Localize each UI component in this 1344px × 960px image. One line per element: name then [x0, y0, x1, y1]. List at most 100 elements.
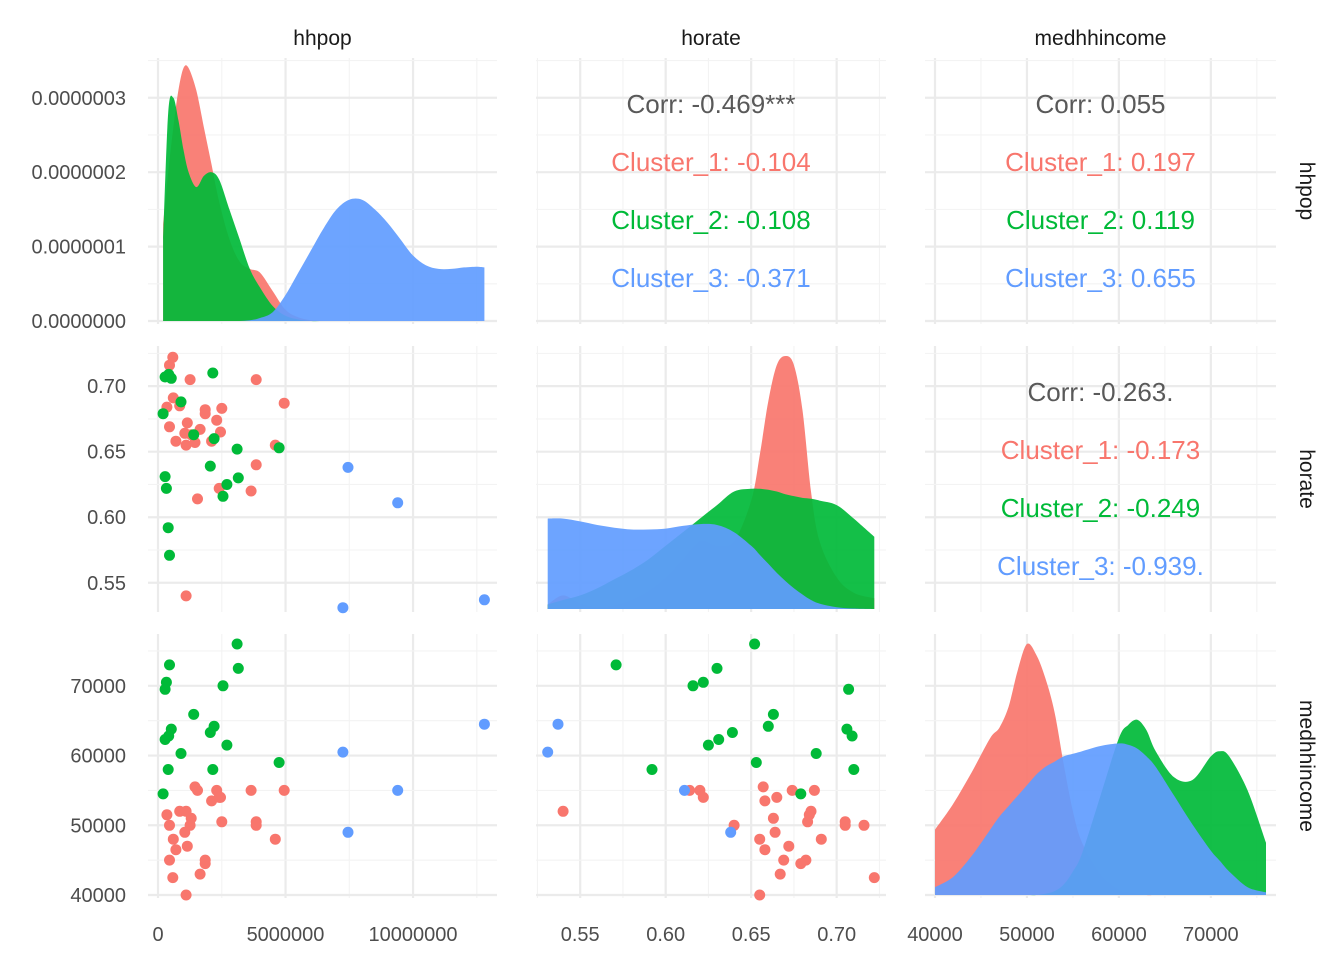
- scatter-point: [250, 374, 262, 386]
- scatter-point: [342, 461, 354, 473]
- x-tick-label: 5000000: [247, 924, 325, 946]
- scatter-point: [188, 708, 200, 720]
- scatter-point: [192, 493, 203, 505]
- scatter-point: [199, 858, 211, 870]
- corr-cluster-text: Cluster_1: -0.104: [611, 147, 810, 177]
- scatter-point: [181, 417, 193, 429]
- x-tick-label: 10000000: [369, 924, 458, 946]
- scatter-point: [808, 784, 820, 796]
- density-horate: [547, 356, 875, 609]
- scatter-point: [159, 471, 171, 483]
- scatter-point: [694, 784, 706, 796]
- scatter-point: [184, 374, 196, 386]
- scatter-point: [767, 708, 779, 720]
- scatter-point: [159, 734, 171, 745]
- corr-cluster-text: Cluster_3: -0.939.: [997, 551, 1204, 581]
- scatter-point: [711, 662, 723, 674]
- scatter-point: [164, 659, 175, 671]
- x-tick-label: 0.55: [561, 924, 600, 946]
- scatter-point: [216, 402, 228, 414]
- y-tick-label: 0.0000001: [31, 237, 126, 259]
- scatter-point: [848, 764, 860, 775]
- scatter-point: [199, 408, 211, 420]
- corr-panel-hhpop-medhhincome: Corr: 0.055 Cluster_1: 0.197 Cluster_2: 0.…: [1005, 89, 1196, 293]
- scatter-point: [771, 791, 783, 803]
- scatter-point: [160, 482, 172, 494]
- scatter-point: [810, 748, 822, 759]
- scatter-point: [392, 784, 404, 796]
- scatter-point: [726, 727, 738, 738]
- x-tick-label: 0.60: [646, 924, 685, 946]
- corr-cluster-text: Cluster_2: -0.108: [611, 205, 810, 235]
- x-tick-label: 60000: [1091, 924, 1147, 946]
- scatter-medhhincome-vs-horate: [542, 638, 880, 901]
- column-strip-label-hhpop: hhpop: [293, 27, 351, 50]
- x-tick-label: 0: [152, 924, 163, 946]
- scatter-point: [245, 784, 257, 796]
- x-tick-label: 0.70: [817, 924, 856, 946]
- scatter-point: [610, 659, 622, 671]
- scatter-point: [204, 460, 216, 472]
- scatter-point: [342, 826, 354, 838]
- scatter-point: [697, 676, 709, 688]
- y-tick-label: 0.0000002: [31, 162, 126, 184]
- panel-grid: [536, 58, 886, 324]
- scatter-point: [213, 791, 225, 803]
- panel-grid: [536, 634, 886, 898]
- y-tick-label: 0.60: [87, 507, 126, 529]
- panel-grid: [148, 634, 497, 898]
- scatter-point: [232, 662, 244, 674]
- scatter-point: [175, 396, 187, 408]
- scatter-point: [843, 683, 855, 695]
- density-area-hhpop-cluster-2: [163, 95, 485, 322]
- density-hhpop: [163, 65, 485, 322]
- scatter-point: [478, 594, 490, 606]
- scatter-point: [170, 844, 182, 856]
- scatter-point: [164, 359, 175, 371]
- scatter-point: [687, 680, 699, 692]
- scatter-point: [858, 819, 870, 831]
- scatter-point: [769, 826, 781, 838]
- column-strip-label-horate: horate: [681, 27, 741, 50]
- corr-overall-text: Corr: -0.263.: [1028, 377, 1174, 407]
- scatter-point: [208, 433, 220, 445]
- scatter-point: [778, 854, 790, 866]
- scatter-point: [774, 868, 786, 880]
- x-tick-label: 40000: [907, 924, 963, 946]
- scatter-point: [478, 718, 490, 730]
- scatter-point: [713, 734, 725, 745]
- scatter-point: [725, 826, 737, 838]
- scatter-point: [165, 372, 177, 384]
- scatter-point: [269, 833, 281, 845]
- corr-cluster-text: Cluster_2: 0.119: [1006, 205, 1195, 235]
- scatter-point: [167, 833, 179, 845]
- scatter-point: [216, 816, 228, 828]
- x-tick-label: 70000: [1183, 924, 1239, 946]
- scatter-medhhincome-vs-hhpop: [157, 638, 490, 901]
- scatter-horate-vs-hhpop: [157, 351, 490, 614]
- scatter-point: [795, 788, 807, 800]
- corr-cluster-text: Cluster_2: -0.249: [1001, 493, 1200, 523]
- scatter-point: [180, 439, 192, 451]
- scatter-point: [207, 367, 219, 379]
- corr-overall-text: Corr: 0.055: [1035, 89, 1165, 119]
- row-strip-label-horate: horate: [1295, 449, 1318, 509]
- scatter-point: [702, 739, 714, 751]
- scatter-point: [179, 826, 191, 838]
- row-strip-label-hhpop: hhpop: [1295, 162, 1318, 220]
- scatter-point: [250, 459, 262, 471]
- scatter-point: [337, 602, 349, 614]
- corr-overall-text: Corr: -0.469***: [626, 89, 795, 119]
- scatter-point: [815, 833, 827, 845]
- scatter-point: [767, 812, 779, 824]
- density-area-hhpop-cluster-3: [163, 198, 485, 322]
- scatter-point: [273, 442, 285, 454]
- scatter-point: [762, 720, 774, 732]
- scatter-point: [194, 868, 206, 880]
- scatter-point: [232, 472, 244, 484]
- y-tick-label: 40000: [70, 885, 126, 907]
- scatter-point: [839, 816, 851, 828]
- corr-cluster-text: Cluster_3: 0.655: [1005, 263, 1196, 293]
- y-tick-label: 60000: [70, 746, 126, 768]
